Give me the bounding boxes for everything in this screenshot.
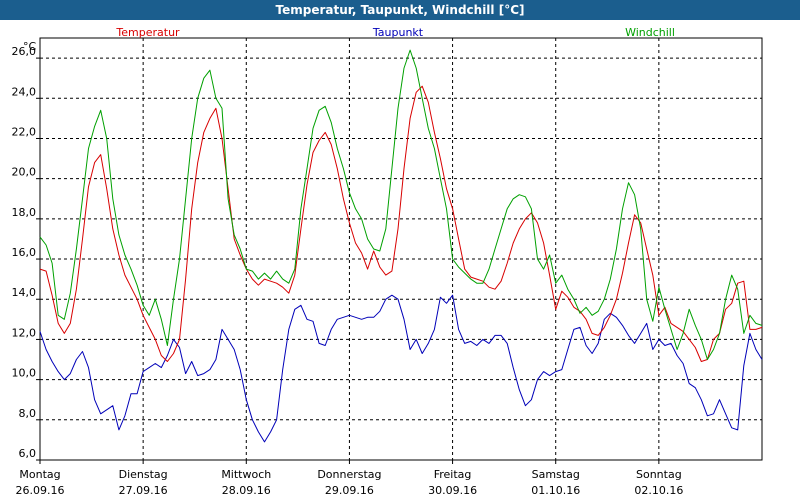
y-tick-label: 26,0 (12, 45, 37, 58)
chart: 6,0 8,0 10,0 12,0 14,0 16,0 18,0 20,0 22,0 24,0 26… (12, 26, 763, 497)
x-tick-day: Dienstag (119, 468, 168, 481)
x-tick-day: Donnerstag (317, 468, 381, 481)
legend-temperatur: Temperatur (115, 26, 180, 39)
y-axis-label: °C (23, 40, 37, 53)
x-tick-day: Freitag (434, 468, 472, 481)
x-tick-date: 28.09.16 (222, 484, 271, 497)
y-tick-label: 10,0 (12, 367, 37, 380)
x-tick-date: 27.09.16 (119, 484, 168, 497)
series-line-taupunkt (39, 294, 763, 443)
axes (36, 37, 763, 464)
y-tick-label: 16,0 (12, 246, 37, 259)
x-tick-day: Montag (19, 468, 60, 481)
labels: 6,0 8,0 10,0 12,0 14,0 16,0 18,0 20,0 22,0 24,0 26… (12, 26, 684, 497)
x-tick-date: 30.09.16 (428, 484, 477, 497)
x-tick-date: 26.09.16 (16, 484, 65, 497)
x-tick-day: Samstag (532, 468, 580, 481)
y-tick-label: 6,0 (19, 447, 37, 460)
plot-frame (39, 37, 763, 461)
y-tick-label: 20,0 (12, 166, 37, 179)
legend-windchill: Windchill (625, 26, 675, 39)
x-tick-date: 29.09.16 (325, 484, 374, 497)
x-tick-date: 02.10.16 (634, 484, 683, 497)
grid (40, 38, 762, 460)
legend-taupunkt: Taupunkt (372, 26, 424, 39)
y-tick-label: 22,0 (12, 125, 37, 138)
chart-title: Temperatur, Taupunkt, Windchill [°C] (0, 0, 800, 20)
series-line-windchill (39, 49, 763, 360)
y-tick-label: 14,0 (12, 286, 37, 299)
y-tick-label: 24,0 (12, 85, 37, 98)
y-tick-label: 18,0 (12, 206, 37, 219)
y-tick-label: 8,0 (19, 407, 37, 420)
x-tick-date: 01.10.16 (531, 484, 580, 497)
x-tick-day: Mittwoch (221, 468, 271, 481)
series-lines (39, 49, 763, 443)
y-tick-label: 12,0 (12, 326, 37, 339)
x-tick-day: Sonntag (636, 468, 682, 481)
series-line-temperatur (39, 85, 763, 362)
